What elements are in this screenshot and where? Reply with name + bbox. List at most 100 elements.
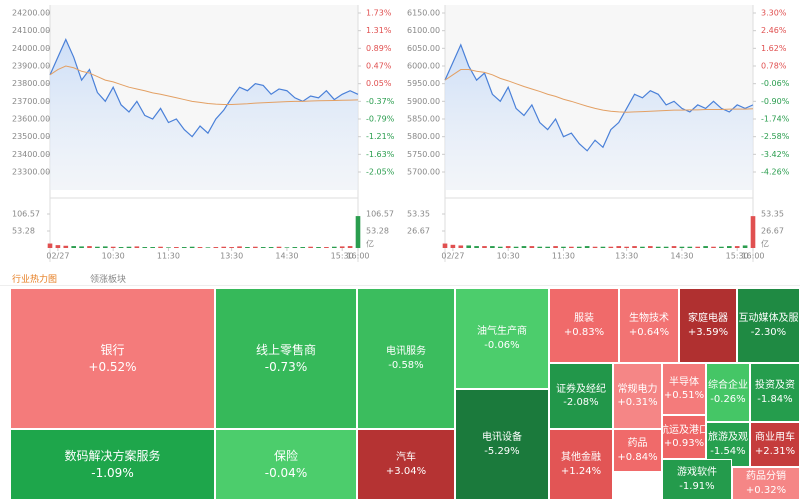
volume-bar — [347, 246, 353, 248]
treemap-cell[interactable]: 生物技术 +0.64% — [619, 288, 679, 363]
cell-name: 油气生产商 — [477, 326, 527, 337]
y-tick-label: 23400.00 — [12, 150, 50, 159]
y2-tick-label: 2.46% — [761, 26, 787, 35]
treemap-cell[interactable]: 家庭电器 +3.59% — [679, 288, 737, 363]
volume-bar — [268, 247, 274, 248]
volume-bar — [126, 246, 132, 248]
treemap-cell[interactable]: 银行 +0.52% — [10, 288, 215, 429]
volume-bar — [442, 243, 448, 248]
treemap-cell[interactable]: 综合企业 -0.26% — [706, 363, 750, 422]
volume-bar — [529, 246, 535, 248]
volume-tick-label: 26.67 — [407, 227, 430, 236]
volume-bar — [229, 247, 234, 248]
volume-bar — [711, 246, 716, 248]
y2-tick-label: 1.73% — [366, 9, 392, 18]
tab[interactable]: 领涨板块 — [90, 275, 127, 285]
cell-change: -1.84% — [757, 393, 793, 405]
volume-bar — [648, 246, 653, 248]
treemap-cell[interactable]: 证券及经纪 -2.08% — [549, 363, 613, 429]
y2-tick-label: 0.89% — [366, 44, 392, 53]
volume-bar — [213, 247, 219, 248]
cell-name: 家庭电器 — [688, 313, 728, 324]
volume-bar — [316, 247, 321, 248]
volume-bar — [292, 247, 298, 248]
y-tick-label: 23900.00 — [12, 62, 50, 71]
volume-bar — [726, 246, 732, 248]
treemap-cell[interactable]: 油气生产商 -0.06% — [455, 288, 549, 389]
treemap-cell[interactable]: 电讯设备 -5.29% — [455, 389, 549, 500]
treemap-cell[interactable]: 互动媒体及服 -2.30% — [737, 288, 800, 363]
treemap-cell[interactable]: 药品分销 +0.32% — [732, 467, 800, 500]
volume-bar — [695, 246, 701, 248]
volume-bar — [110, 246, 116, 248]
volume-bar — [750, 216, 756, 248]
y-tick-label: 24100.00 — [12, 26, 50, 35]
volume-bar — [308, 246, 313, 248]
y2-tick-label: 1.31% — [366, 26, 392, 35]
treemap-cell[interactable]: 数码解决方案服务 -1.09% — [10, 429, 215, 500]
cell-name: 商业用车 — [755, 432, 795, 443]
y-tick-label: 23300.00 — [12, 168, 50, 177]
cell-change: +0.52% — [88, 359, 137, 374]
volume-bar — [260, 247, 266, 248]
treemap-cell[interactable]: 电讯服务 -0.58% — [357, 288, 455, 429]
x-tick-label: 15:30 — [331, 252, 354, 261]
volume-bar — [505, 246, 511, 248]
volume-bar — [734, 246, 740, 248]
cell-change: +2.31% — [754, 445, 796, 457]
cell-name: 保险 — [273, 449, 298, 464]
y2-tick-label: 0.78% — [761, 62, 787, 71]
volume-bar — [63, 245, 69, 248]
cell-change: +0.84% — [617, 451, 658, 463]
cell-name: 汽车 — [396, 452, 416, 463]
y2-tick-label: 0.47% — [366, 62, 392, 71]
treemap-cell[interactable]: 其他金融 +1.24% — [549, 429, 613, 500]
volume-bar — [466, 245, 472, 248]
treemap-cell[interactable]: 航运及港口 +0.93% — [662, 415, 706, 459]
y-tick-label: 6100.00 — [407, 26, 440, 35]
treemap-cell[interactable]: 服装 +0.83% — [549, 288, 619, 363]
volume-bar — [600, 246, 606, 248]
price-line — [444, 43, 754, 152]
y-tick-label: 23500.00 — [12, 132, 50, 141]
y2-tick-label: -0.37% — [366, 97, 395, 106]
x-tick-label: 14:30 — [275, 252, 298, 261]
treemap-cell[interactable]: 投资及资 -1.84% — [750, 363, 800, 422]
tab-divider — [0, 285, 800, 286]
volume-bar — [87, 246, 92, 248]
volume-bar — [300, 247, 306, 248]
cell-change: -1.54% — [710, 445, 746, 457]
treemap-cell[interactable]: 线上零售商 -0.73% — [215, 288, 357, 429]
treemap-cell[interactable]: 保险 -0.04% — [215, 429, 357, 500]
y2-tick-label: -4.26% — [761, 168, 790, 177]
volume-tick-label: 53.35 — [407, 210, 430, 219]
treemap-cell[interactable]: 商业用车 +2.31% — [750, 422, 800, 467]
volume-bar — [276, 246, 282, 248]
y2-tick-label: -2.58% — [761, 132, 790, 141]
price-line — [49, 38, 359, 138]
treemap-cell[interactable]: 汽车 +3.04% — [357, 429, 455, 500]
volume-bar — [616, 246, 622, 248]
volume-bar — [134, 246, 140, 248]
tab[interactable]: 行业热力图 — [12, 275, 58, 285]
y2-tick-label: -0.90% — [761, 97, 790, 106]
x-tick-label: 10:30 — [102, 252, 125, 261]
treemap-cell[interactable]: 半导体 +0.51% — [662, 363, 706, 415]
y2-tick-label: -1.63% — [366, 150, 395, 159]
cell-change: -0.04% — [264, 465, 308, 480]
volume-bar — [545, 246, 550, 248]
treemap-cell[interactable]: 常规电力 +0.31% — [613, 363, 662, 429]
cell-change: +0.31% — [617, 397, 658, 408]
cell-change: -0.26% — [710, 393, 746, 405]
x-tick-label: 10:30 — [497, 252, 520, 261]
volume-bar — [95, 246, 100, 248]
treemap-cell[interactable]: 游戏软件 -1.91% — [662, 459, 732, 500]
y2-tick-label: 0.05% — [366, 79, 392, 88]
cell-change: +0.93% — [663, 438, 705, 449]
y-tick-label: 5800.00 — [407, 132, 440, 141]
volume-bar — [553, 246, 558, 248]
volume-bar — [355, 216, 361, 248]
volume-bar — [719, 246, 724, 248]
y-tick-label: 5850.00 — [407, 115, 440, 124]
treemap-cell[interactable]: 药品 +0.84% — [613, 429, 662, 472]
